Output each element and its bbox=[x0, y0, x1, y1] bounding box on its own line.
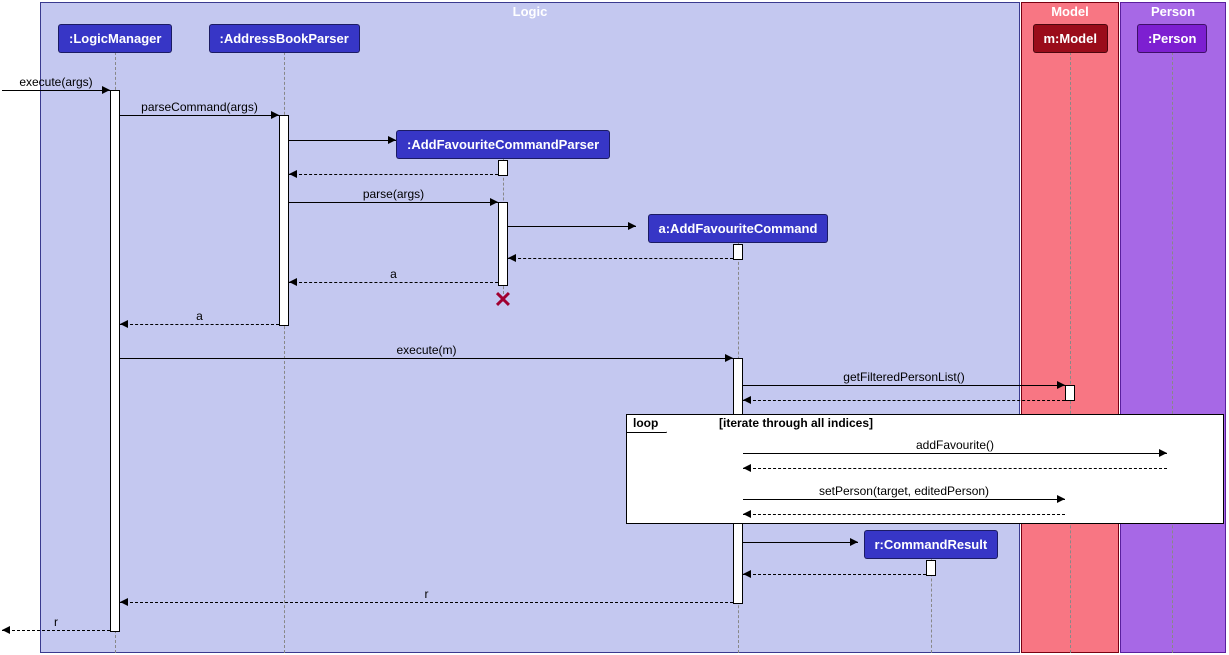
arrowhead-icon bbox=[743, 464, 751, 472]
activation-bar bbox=[279, 115, 289, 326]
arrowhead-icon bbox=[1159, 449, 1167, 457]
loop-frame-label: loop bbox=[627, 415, 667, 433]
arrowhead-icon bbox=[743, 570, 751, 578]
arrowhead-icon bbox=[743, 510, 751, 518]
message-label: execute(args) bbox=[19, 75, 92, 89]
message-arrow bbox=[120, 358, 733, 359]
message-label: getFilteredPersonList() bbox=[843, 370, 964, 384]
message-label: addFavourite() bbox=[916, 438, 994, 452]
participant-model: m:Model bbox=[1033, 24, 1108, 53]
region-person-header: Person bbox=[1121, 3, 1225, 20]
arrowhead-icon bbox=[388, 136, 396, 144]
arrowhead-icon bbox=[120, 320, 128, 328]
arrowhead-icon bbox=[628, 222, 636, 230]
message-label: r bbox=[54, 615, 58, 629]
participant-command-result: r:CommandResult bbox=[864, 530, 999, 559]
activation-bar bbox=[733, 244, 743, 260]
participant-add-favourite-command: a:AddFavouriteCommand bbox=[648, 214, 829, 243]
participant-add-favourite-command-parser: :AddFavouriteCommandParser bbox=[396, 130, 610, 159]
message-label: parseCommand(args) bbox=[141, 100, 258, 114]
message-arrow bbox=[743, 453, 1167, 454]
activation-bar bbox=[498, 160, 508, 176]
message-arrow bbox=[2, 630, 110, 631]
message-label: r bbox=[425, 587, 429, 601]
participant-person: :Person bbox=[1137, 24, 1207, 53]
arrowhead-icon bbox=[850, 538, 858, 546]
message-label: a bbox=[196, 309, 203, 323]
message-label: setPerson(target, editedPerson) bbox=[819, 484, 989, 498]
message-label: parse(args) bbox=[363, 187, 424, 201]
activation-bar bbox=[498, 202, 508, 286]
arrowhead-icon bbox=[490, 198, 498, 206]
arrowhead-icon bbox=[508, 254, 516, 262]
message-arrow bbox=[743, 574, 926, 575]
message-label: a bbox=[390, 267, 397, 281]
region-logic-header: Logic bbox=[41, 3, 1019, 20]
message-arrow bbox=[120, 602, 733, 603]
message-arrow bbox=[743, 385, 1065, 386]
lifeline bbox=[1172, 52, 1173, 653]
loop-frame: loop [iterate through all indices] bbox=[626, 414, 1224, 524]
message-label: execute(m) bbox=[396, 343, 456, 357]
arrowhead-icon bbox=[1057, 381, 1065, 389]
destroy-afcp-icon: ✕ bbox=[494, 287, 512, 313]
message-arrow bbox=[743, 514, 1065, 515]
message-arrow bbox=[289, 140, 396, 141]
arrowhead-icon bbox=[102, 86, 110, 94]
lifeline bbox=[1070, 52, 1071, 653]
activation-bar bbox=[110, 90, 120, 632]
region-model-header: Model bbox=[1022, 3, 1118, 20]
arrowhead-icon bbox=[2, 626, 10, 634]
participant-logic-manager: :LogicManager bbox=[58, 24, 172, 53]
message-arrow bbox=[743, 400, 1065, 401]
arrowhead-icon bbox=[725, 354, 733, 362]
message-arrow bbox=[2, 90, 110, 91]
participant-address-book-parser: :AddressBookParser bbox=[209, 24, 360, 53]
arrowhead-icon bbox=[289, 278, 297, 286]
activation-bar bbox=[926, 560, 936, 576]
arrowhead-icon bbox=[1057, 495, 1065, 503]
loop-frame-guard: [iterate through all indices] bbox=[719, 416, 873, 430]
message-arrow bbox=[120, 115, 279, 116]
message-arrow bbox=[120, 324, 279, 325]
arrowhead-icon bbox=[271, 111, 279, 119]
message-arrow bbox=[743, 499, 1065, 500]
arrowhead-icon bbox=[743, 396, 751, 404]
message-arrow bbox=[289, 174, 498, 175]
activation-bar bbox=[1065, 385, 1075, 401]
message-arrow bbox=[743, 468, 1167, 469]
message-arrow bbox=[289, 282, 498, 283]
sequence-diagram: Logic Model Person loop [iterate through… bbox=[2, 2, 1227, 653]
message-arrow bbox=[743, 542, 858, 543]
region-person: Person bbox=[1120, 2, 1226, 653]
message-arrow bbox=[508, 226, 636, 227]
arrowhead-icon bbox=[120, 598, 128, 606]
arrowhead-icon bbox=[289, 170, 297, 178]
message-arrow bbox=[508, 258, 733, 259]
message-arrow bbox=[289, 202, 498, 203]
